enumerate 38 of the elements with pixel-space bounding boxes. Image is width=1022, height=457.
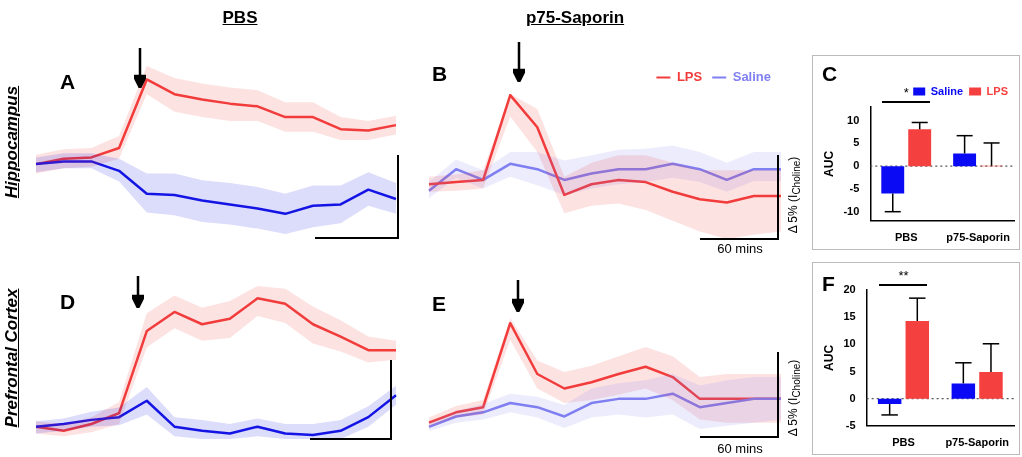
bar <box>908 129 932 167</box>
chart-title: E <box>432 292 447 316</box>
bar <box>877 398 902 405</box>
text: p75-Saporin <box>525 8 625 28</box>
y-tick-label: -5 <box>845 418 856 431</box>
text: 60 mins <box>717 441 763 456</box>
chart-title: B <box>432 62 448 86</box>
text: * <box>903 85 909 100</box>
y-tick-label: 10 <box>843 337 856 350</box>
chart-title: A <box>60 70 76 94</box>
y-tick-label: 5 <box>853 136 860 149</box>
text: ** <box>898 268 909 283</box>
text: Hippocampus <box>2 85 22 199</box>
text: Prefrontal Cortex <box>2 288 22 428</box>
y-tick-label: 15 <box>843 310 856 323</box>
chart-title: D <box>60 290 76 314</box>
y-tick-label: 0 <box>853 159 860 172</box>
legend-label: Saline <box>732 69 771 85</box>
bar <box>953 153 977 167</box>
text: PBS <box>222 8 258 28</box>
legend-label: LPS <box>676 69 703 85</box>
y-axis-title: AUC <box>821 344 836 371</box>
y-tick-label: -5 <box>849 181 860 194</box>
chart-title: C <box>822 62 838 86</box>
bar <box>979 372 1003 399</box>
y-axis-title: AUC <box>821 150 836 177</box>
y-tick-label: 20 <box>843 283 856 296</box>
legend-label: Saline <box>930 84 964 97</box>
chart-title: F <box>822 272 835 296</box>
bar <box>951 383 976 399</box>
text: 60 mins <box>717 241 763 256</box>
y-tick-label: 5 <box>849 364 856 377</box>
bar <box>905 320 930 399</box>
y-tick-label: -10 <box>843 204 860 217</box>
y-tick-label: 0 <box>849 391 856 404</box>
y-tick-label: 10 <box>847 113 860 126</box>
bar <box>881 166 905 194</box>
legend-label: LPS <box>986 84 1009 97</box>
